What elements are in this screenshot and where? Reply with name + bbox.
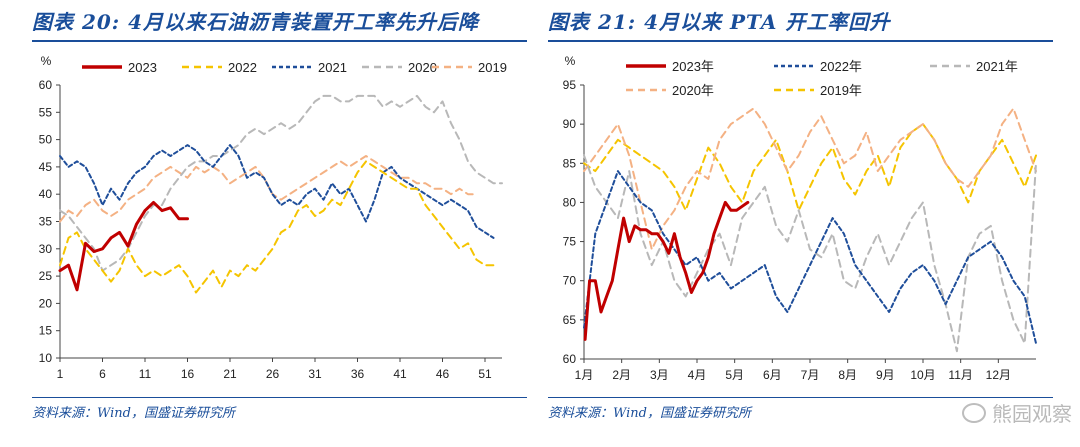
x-tick-label: 21: [223, 367, 237, 381]
legend-label: 2019年: [820, 83, 862, 98]
series-line-2019年: [584, 124, 1036, 210]
y-tick-label: 70: [563, 274, 577, 288]
legend-label: 2021年: [976, 59, 1018, 74]
y-tick-label: 10: [39, 351, 53, 365]
x-tick-label: 6月: [763, 368, 782, 382]
x-tick-label: 1月: [575, 368, 594, 382]
chart-source: 资料来源：Wind，国盛证券研究所: [32, 402, 235, 421]
x-tick-label: 1: [57, 367, 64, 381]
y-axis-unit: %: [565, 54, 576, 68]
chart-panel-right: 图表 21: 4月以来 PTA 开工率回升 60 65 70 75 80 85 90 95% 1…: [548, 0, 1053, 447]
series-line-2022年: [584, 171, 1036, 343]
source-divider: [32, 397, 527, 398]
series-line-2023: [60, 202, 188, 289]
y-tick-label: 80: [563, 195, 577, 209]
y-tick-label: 75: [563, 235, 577, 249]
line-chart: 60 65 70 75 80 85 90 95% 1月 2月 3月 4月 5月 6月 7月 8月 9月 10月 11…: [548, 42, 1053, 384]
x-tick-label: 7月: [801, 368, 820, 382]
y-tick-label: 90: [563, 117, 577, 131]
wechat-icon: [962, 403, 986, 423]
x-tick-label: 31: [308, 367, 322, 381]
y-tick-label: 65: [563, 313, 577, 327]
x-tick-label: 8月: [838, 368, 857, 382]
x-tick-label: 51: [478, 367, 492, 381]
y-tick-label: 60: [563, 352, 577, 366]
series-line-2020年: [584, 109, 1036, 250]
legend-label: 2023年: [672, 59, 714, 74]
x-tick-label: 12月: [986, 368, 1011, 382]
x-tick-label: 16: [181, 367, 195, 381]
y-tick-label: 55: [39, 105, 53, 119]
y-tick-label: 50: [39, 133, 53, 147]
x-tick-label: 10月: [910, 368, 935, 382]
y-tick-label: 15: [39, 324, 53, 338]
y-tick-label: 45: [39, 160, 53, 174]
x-tick-label: 2月: [612, 368, 631, 382]
x-tick-label: 4月: [688, 368, 707, 382]
y-axis-unit: %: [41, 54, 52, 68]
y-tick-label: 95: [563, 78, 577, 92]
chart-title: 图表 20: 4月以来石油沥青装置开工率先升后降: [32, 6, 479, 35]
x-tick-label: 6: [99, 367, 106, 381]
watermark-text: 熊园观察: [992, 402, 1072, 426]
y-tick-label: 85: [563, 156, 577, 170]
y-tick-label: 25: [39, 269, 53, 283]
legend-label: 2023: [128, 60, 157, 75]
legend-label: 2022: [228, 60, 257, 75]
x-tick-label: 46: [436, 367, 450, 381]
x-tick-label: 36: [351, 367, 365, 381]
chart-panel-left: 图表 20: 4月以来石油沥青装置开工率先升后降 10 15 20 25 30 35 40 4…: [32, 0, 527, 447]
y-tick-label: 30: [39, 242, 53, 256]
legend-label: 2021: [318, 60, 347, 75]
series-line-2021: [60, 145, 494, 238]
y-tick-label: 35: [39, 215, 53, 229]
y-tick-label: 60: [39, 78, 53, 92]
x-tick-label: 5月: [725, 368, 744, 382]
chart-title: 图表 21: 4月以来 PTA 开工率回升: [548, 6, 890, 35]
legend-label: 2019: [478, 60, 507, 75]
watermark: 熊园观察: [962, 398, 1072, 427]
x-tick-label: 41: [393, 367, 407, 381]
y-tick-label: 20: [39, 296, 53, 310]
x-tick-label: 11月: [948, 368, 972, 382]
chart-source: 资料来源：Wind，国盛证券研究所: [548, 402, 751, 421]
x-tick-label: 9月: [876, 368, 895, 382]
legend-label: 2022年: [820, 59, 862, 74]
x-tick-label: 3月: [650, 368, 669, 382]
x-tick-label: 26: [266, 367, 280, 381]
legend-label: 2020年: [672, 83, 714, 98]
series-line-2022: [60, 161, 494, 292]
y-tick-label: 40: [39, 187, 53, 201]
x-tick-label: 11: [139, 367, 152, 381]
